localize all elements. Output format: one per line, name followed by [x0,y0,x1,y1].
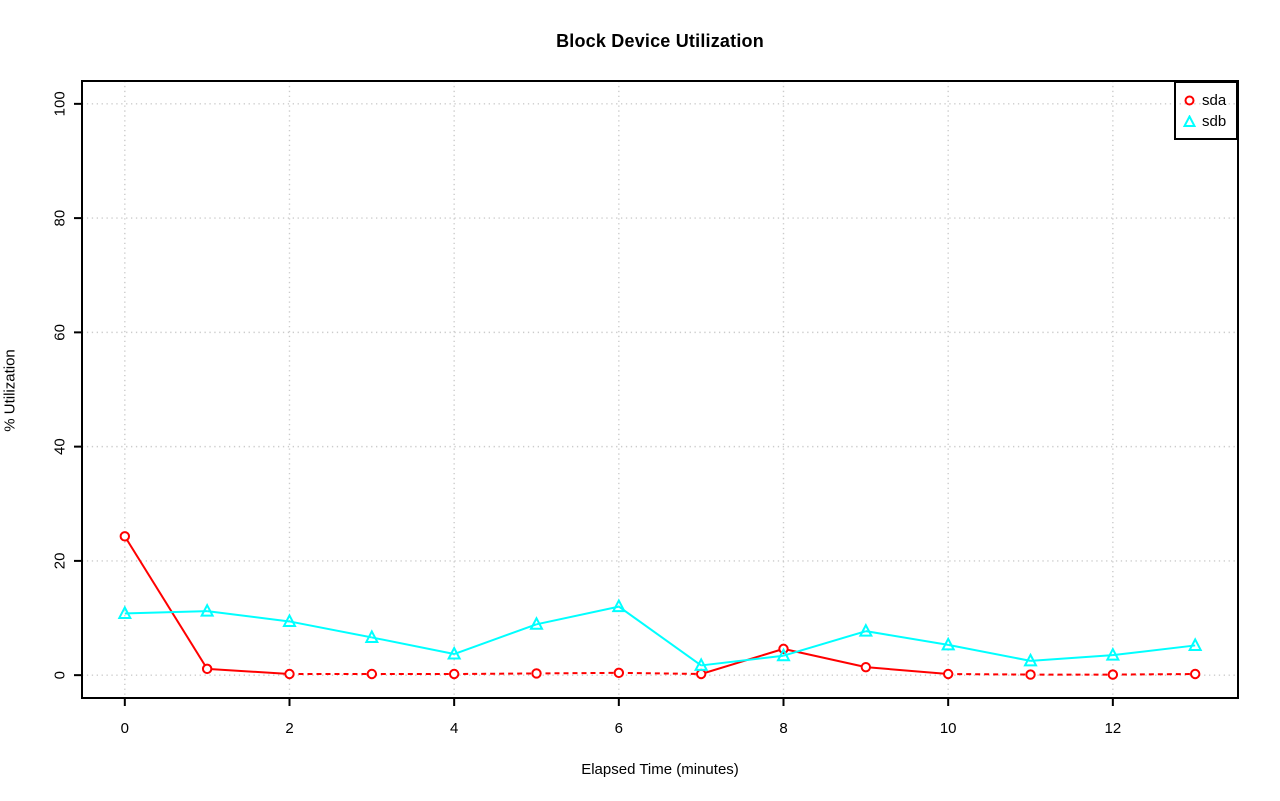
sdb-line-segment [207,610,290,623]
x-tick-label: 2 [285,720,293,737]
sdb-line-segment [947,643,1031,662]
sda-line-segment [618,671,702,676]
sdb-line-segment [783,630,867,657]
y-axis-title: % Utilization [1,349,19,432]
sdb-marker [447,645,462,660]
sdb-line-segment [1030,654,1113,662]
sdb-line-segment [536,605,620,626]
legend-label-sda: sda [1202,91,1227,109]
sda-marker [531,668,542,679]
sdb-marker [858,623,873,637]
sdb-marker [1023,652,1038,667]
sdb-triangle-icon [1183,114,1196,127]
y-tick-label: 100 [52,91,69,116]
y-tick-label: 40 [52,438,69,455]
sda-marker [1107,669,1119,680]
sda-marker [695,668,707,680]
sda-marker [613,667,625,679]
x-tick-label: 12 [1105,720,1122,737]
sda-line-segment [123,535,209,670]
sda-marker [1025,669,1036,680]
sdb-marker [1105,646,1121,661]
legend-item-sda: sda [1183,90,1236,110]
x-tick-label: 6 [615,720,623,737]
sdb-line-segment [289,620,373,639]
sdb-marker [282,613,297,627]
sda-marker [942,668,954,680]
x-tick-label: 0 [121,720,129,737]
x-tick-label: 4 [450,720,458,737]
sda-line-segment [865,666,949,676]
x-tick-label: 8 [779,720,787,737]
sda-line-segment [1112,673,1196,676]
x-axis-title: Elapsed Time (minutes) [581,761,739,778]
chart-title: Block Device Utilization [556,31,764,51]
sdb-line-segment [701,654,784,667]
sda-marker [284,668,295,680]
sdb-line-segment [1112,644,1196,657]
sdb-marker [117,605,132,619]
sdb-line-segment [124,610,208,615]
sda-marker [119,531,131,542]
sdb-line-segment [453,623,537,655]
sda-line-segment [948,673,1031,676]
y-tick-label: 60 [52,324,69,341]
sda-circle-icon [1184,95,1195,105]
legend-item-sdb: sdb [1183,111,1236,131]
sdb-marker [199,603,215,617]
sdb-marker [776,647,791,662]
x-tick-label: 10 [940,720,957,737]
sda-marker [860,661,872,673]
sdb-line-segment [618,605,702,667]
sdb-line-segment [865,630,949,646]
legend: sda sdb [1174,81,1238,140]
sdb-line-segment [371,636,455,655]
sdb-marker [529,616,544,630]
sdb-marker [1188,637,1203,651]
sda-line-segment [536,671,619,675]
legend-label-sdb: sdb [1202,112,1227,130]
sda-marker [366,668,378,680]
sda-line-segment [207,667,290,676]
plot-box [81,80,1239,699]
y-tick-label: 0 [52,671,69,679]
sda-line-segment [454,672,537,676]
sda-marker [201,663,213,675]
sdb-marker [611,598,626,613]
y-tick-label: 80 [52,210,69,227]
y-tick-label: 20 [52,553,69,570]
sda-marker [448,668,460,680]
sdb-marker [694,657,709,671]
sdb-marker [364,629,379,643]
sda-marker [1189,668,1201,680]
sdb-marker [941,636,956,651]
